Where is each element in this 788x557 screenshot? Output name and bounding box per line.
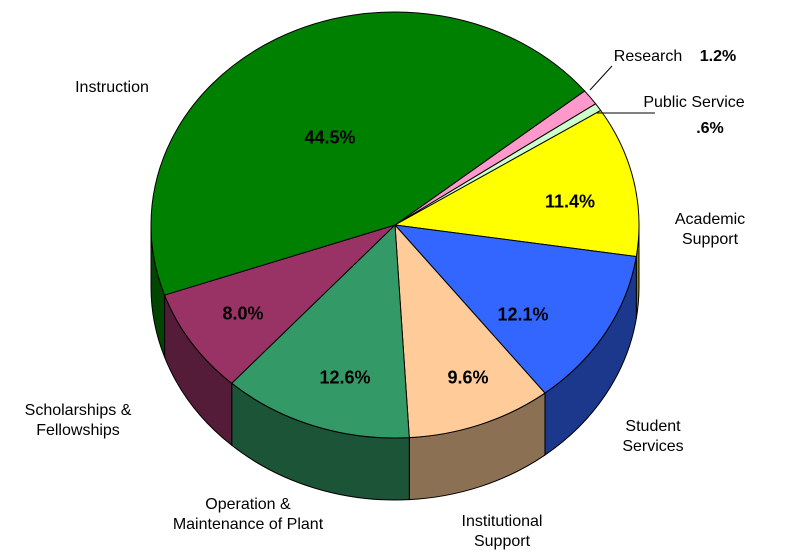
value-label: 8.0% — [222, 303, 264, 324]
category-label: Institutional Support — [461, 513, 543, 550]
slice — [163, 224, 396, 384]
leader-line — [589, 65, 613, 91]
category-label: Public Service — [643, 94, 745, 111]
slice — [230, 223, 410, 439]
value-label: 12.1% — [497, 304, 549, 325]
category-label: Research — [613, 48, 683, 65]
slice — [394, 223, 546, 439]
value-label: 11.4% — [544, 191, 596, 212]
category-label: Operation & Maintenance of Plant — [172, 496, 324, 533]
value-label: .6% — [696, 120, 724, 137]
slice — [393, 224, 637, 394]
slice — [150, 11, 586, 296]
category-label: Student Services — [622, 418, 684, 455]
value-label: 44.5% — [304, 127, 356, 148]
value-label: 1.2% — [699, 48, 737, 65]
value-label: 9.6% — [447, 367, 489, 388]
value-label: 12.6% — [319, 367, 371, 388]
slice — [393, 109, 640, 258]
category-label: Academic Support — [674, 211, 746, 248]
category-label: Instruction — [75, 79, 149, 96]
category-label: Scholarships & Fellowships — [24, 402, 132, 439]
